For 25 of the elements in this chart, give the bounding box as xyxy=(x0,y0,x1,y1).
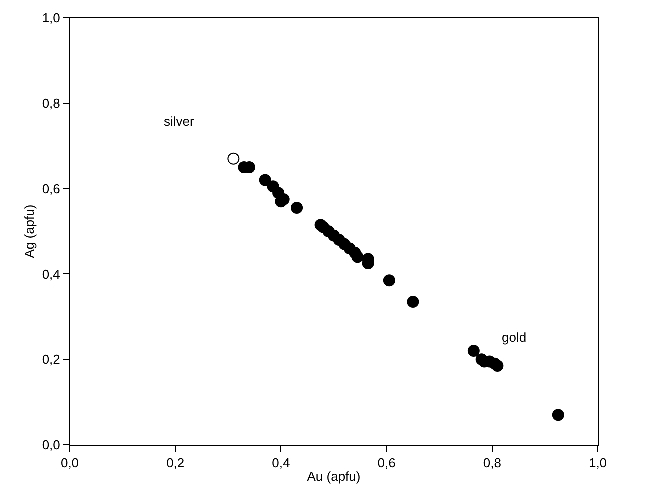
point xyxy=(492,360,504,372)
x-tick-label: 1,0 xyxy=(588,456,608,471)
x-tick-label: 0,0 xyxy=(60,456,80,471)
point xyxy=(352,251,364,264)
y-tick-label: 0,0 xyxy=(42,438,60,453)
y-tick-label: 1,0 xyxy=(42,10,60,26)
y-tick-label: 0,6 xyxy=(42,181,60,196)
x-axis-title: Au (apfu) xyxy=(307,469,361,484)
point xyxy=(291,202,304,214)
point xyxy=(552,409,564,422)
annotation: silver xyxy=(164,114,196,129)
y-axis-title: Ag (apfu) xyxy=(22,204,37,258)
x-tick-label: 0,6 xyxy=(378,456,396,471)
y-tick-label: 0,2 xyxy=(42,352,60,368)
point xyxy=(259,174,272,186)
x-tick-label: 0,4 xyxy=(272,456,290,471)
annotation: gold xyxy=(502,330,527,345)
x-tick-label: 0,2 xyxy=(166,456,185,471)
y-tick-label: 0,4 xyxy=(42,266,60,282)
point xyxy=(407,296,420,308)
y-tick-label: 0,8 xyxy=(42,96,60,111)
x-tick-label: 0,8 xyxy=(483,456,502,471)
point xyxy=(468,345,480,358)
point xyxy=(383,274,396,287)
point xyxy=(228,152,240,165)
